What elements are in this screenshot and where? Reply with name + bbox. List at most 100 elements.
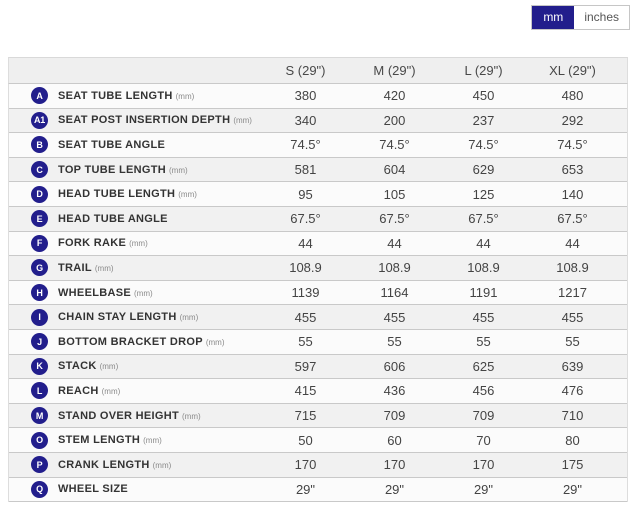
cell-value: 1191 — [469, 285, 498, 301]
cell-value: 74.5° — [290, 137, 321, 153]
cell-value: 67.5° — [379, 211, 410, 227]
cell-value: 450 — [472, 88, 495, 104]
table-header-row: S (29") M (29") L (29") XL (29") — [8, 57, 628, 84]
cell-value: 455 — [472, 309, 495, 325]
cell-value: 455 — [294, 309, 317, 325]
row-letter-badge: G — [31, 259, 48, 277]
table-row: I CHAIN STAY LENGTH (mm) 455 455 455 455 — [9, 305, 627, 330]
cell-value: 606 — [383, 358, 406, 374]
row-unit: (mm) — [233, 116, 252, 126]
row-label: WHEELBASE (mm) — [58, 286, 153, 299]
row-letter-badge: K — [31, 357, 48, 375]
cell-value: 74.5° — [468, 137, 499, 153]
row-label: STAND OVER HEIGHT (mm) — [58, 409, 201, 422]
row-label: SEAT TUBE LENGTH (mm) — [58, 89, 195, 102]
row-unit: (mm) — [205, 337, 225, 347]
row-label: HEAD TUBE LENGTH (mm) — [58, 188, 197, 201]
row-label: SEAT TUBE ANGLE — [58, 138, 166, 151]
cell-value: 237 — [472, 112, 495, 128]
row-unit: (mm) — [129, 239, 148, 249]
row-unit: (mm) — [94, 263, 114, 273]
cell-value: 597 — [294, 358, 317, 374]
badge-cell: O — [9, 431, 58, 449]
cell-value: 95 — [298, 186, 313, 202]
row-unit: (mm) — [133, 288, 153, 298]
cell-value: 108.9 — [467, 260, 500, 276]
badge-cell: B — [9, 136, 58, 154]
table-row: A1 SEAT POST INSERTION DEPTH (mm) 340 200 2… — [9, 108, 627, 134]
row-letter-badge: O — [31, 431, 48, 449]
cell-value: 55 — [476, 334, 491, 350]
badge-cell: L — [9, 382, 58, 400]
badge-cell: A1 — [9, 111, 58, 129]
cell-value: 653 — [561, 162, 584, 178]
cell-value: 380 — [294, 88, 317, 104]
cell-value: 74.5° — [557, 137, 588, 153]
table-row: C TOP TUBE LENGTH (mm) 581 604 629 653 — [9, 157, 627, 183]
cell-value: 44 — [298, 235, 313, 251]
cell-value: 625 — [472, 358, 495, 374]
cell-value: 55 — [387, 334, 402, 350]
column-header: XL (29") — [549, 63, 596, 78]
badge-cell: K — [9, 357, 58, 375]
cell-value: 108.9 — [378, 260, 411, 276]
cell-value: 1139 — [291, 285, 320, 301]
row-letter-badge: Q — [31, 480, 48, 498]
unit-inches-button[interactable]: inches — [574, 6, 629, 29]
cell-value: 29" — [562, 481, 583, 497]
unit-mm-button[interactable]: mm — [532, 6, 575, 29]
cell-value: 420 — [383, 88, 406, 104]
table-row: B SEAT TUBE ANGLE 74.5° 74.5° 74.5° 74.5° — [9, 133, 627, 158]
cell-value: 709 — [472, 408, 495, 424]
row-unit: (mm) — [99, 362, 119, 372]
cell-value: 67.5° — [290, 211, 321, 227]
badge-cell: P — [9, 456, 58, 474]
badge-cell: J — [9, 333, 58, 351]
cell-value: 1217 — [558, 285, 587, 301]
badge-cell: C — [9, 161, 58, 179]
table-row: E HEAD TUBE ANGLE 67.5° 67.5° 67.5° 67.5° — [9, 206, 627, 232]
table-row: Q WHEEL SIZE 29" 29" 29" 29" — [9, 477, 627, 503]
cell-value: 29" — [384, 481, 405, 497]
row-letter-badge: P — [31, 456, 48, 474]
cell-value: 55 — [298, 334, 313, 350]
row-letter-badge: H — [31, 284, 48, 302]
row-label: WHEEL SIZE — [58, 483, 129, 496]
cell-value: 55 — [565, 334, 580, 350]
cell-value: 29" — [295, 481, 316, 497]
badge-cell: G — [9, 259, 58, 277]
table-row: A SEAT TUBE LENGTH (mm) 380 420 450 480 — [9, 84, 627, 109]
cell-value: 1164 — [380, 285, 409, 301]
row-label: SEAT POST INSERTION DEPTH (mm) — [58, 114, 252, 127]
row-unit: (mm) — [152, 460, 172, 470]
cell-value: 44 — [387, 235, 402, 251]
cell-value: 29" — [473, 481, 494, 497]
cell-value: 604 — [383, 162, 406, 178]
row-letter-badge: I — [31, 308, 48, 326]
cell-value: 140 — [561, 186, 584, 202]
column-header: L (29") — [464, 63, 503, 78]
table-row: F FORK RAKE (mm) 44 44 44 44 — [9, 231, 627, 257]
table-row: P CRANK LENGTH (mm) 170 170 170 175 — [9, 452, 627, 478]
row-letter-badge: M — [31, 407, 48, 425]
cell-value: 170 — [383, 457, 406, 473]
cell-value: 639 — [561, 358, 584, 374]
table-row: J BOTTOM BRACKET DROP (mm) 55 55 55 55 — [9, 329, 627, 355]
cell-value: 175 — [561, 457, 584, 473]
cell-value: 415 — [294, 383, 317, 399]
cell-value: 710 — [561, 408, 584, 424]
cell-value: 44 — [565, 235, 580, 251]
row-unit: (mm) — [175, 91, 195, 101]
cell-value: 125 — [472, 186, 495, 202]
table-body: A SEAT TUBE LENGTH (mm) 380 420 450 480 A1 S… — [8, 84, 628, 503]
cell-value: 70 — [476, 432, 491, 448]
row-letter-badge: L — [31, 382, 48, 400]
cell-value: 50 — [298, 432, 313, 448]
cell-value: 67.5° — [468, 211, 499, 227]
row-letter-badge: A — [31, 87, 48, 105]
row-unit: (mm) — [101, 386, 121, 396]
row-unit: (mm) — [178, 190, 197, 200]
table-row: H WHEELBASE (mm) 1139 1164 1191 1217 — [9, 280, 627, 306]
row-letter-badge: E — [31, 210, 48, 228]
cell-value: 292 — [561, 112, 584, 128]
